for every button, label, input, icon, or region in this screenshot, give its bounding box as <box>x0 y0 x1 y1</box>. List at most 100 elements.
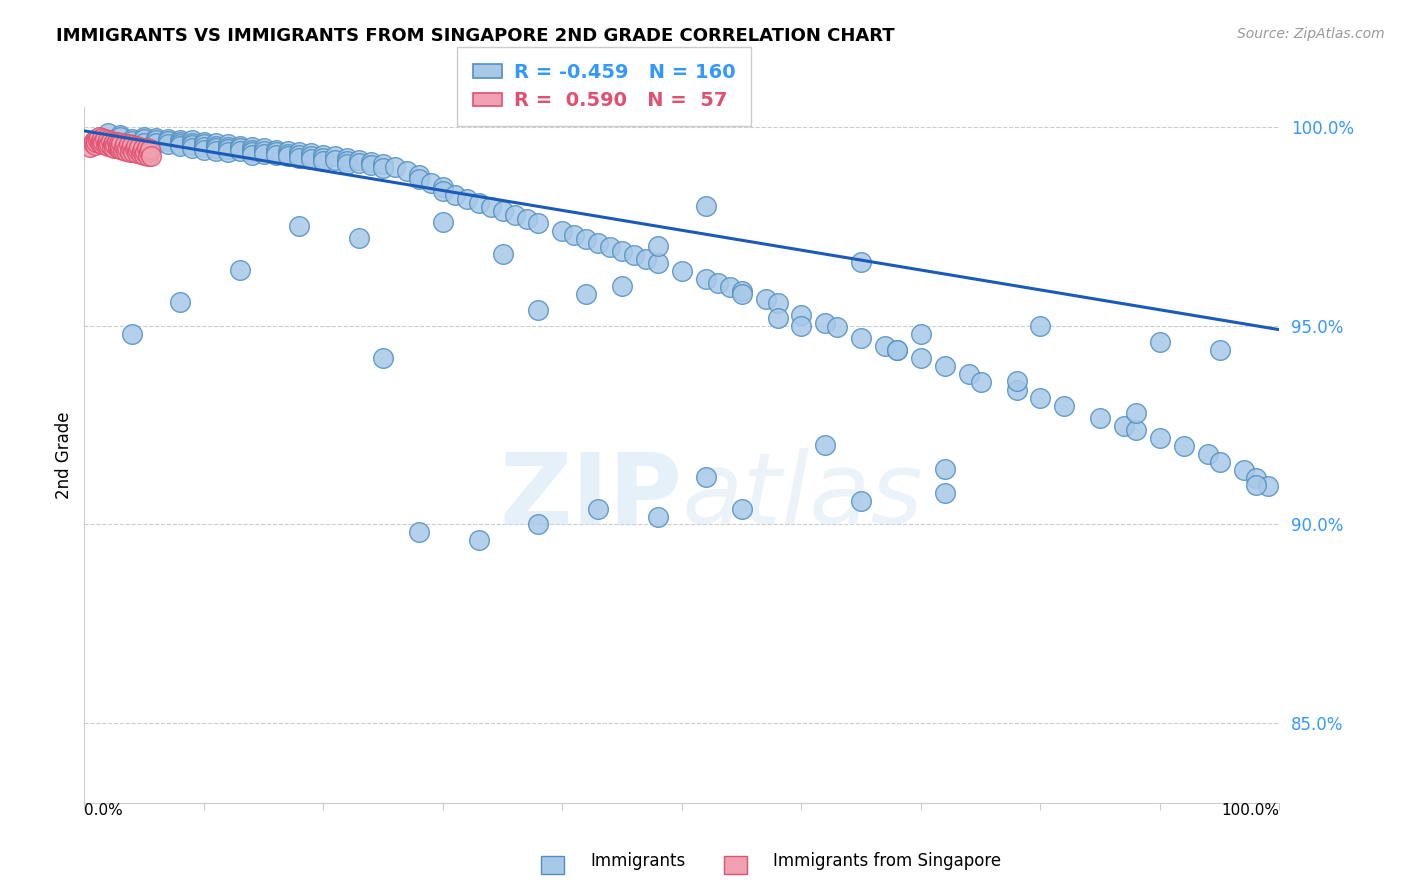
Point <box>117 137 139 152</box>
Point <box>731 501 754 516</box>
Point <box>396 164 419 178</box>
Point <box>373 157 395 171</box>
Point <box>193 140 215 154</box>
Point <box>1173 439 1195 453</box>
Point <box>636 252 658 266</box>
Point <box>132 136 156 150</box>
Point <box>83 134 105 148</box>
Point <box>86 133 108 147</box>
Point <box>240 140 263 154</box>
Point <box>132 129 156 144</box>
Point <box>612 244 634 258</box>
Point <box>527 302 550 317</box>
Point <box>288 147 311 161</box>
Point <box>492 204 515 219</box>
Point <box>1149 431 1171 445</box>
Point <box>1005 383 1028 397</box>
Point <box>479 200 502 214</box>
Point <box>97 139 120 153</box>
Text: 100.0%: 100.0% <box>1222 803 1279 818</box>
Point <box>105 135 128 149</box>
Point <box>169 136 191 151</box>
Point <box>886 343 908 357</box>
Point <box>420 177 443 191</box>
Point <box>564 228 586 243</box>
Point <box>112 140 135 154</box>
Point <box>181 136 204 150</box>
Point <box>1209 343 1232 357</box>
Point <box>128 140 150 154</box>
Point <box>814 438 837 452</box>
Point <box>264 145 287 160</box>
Point <box>93 135 115 149</box>
Point <box>181 133 204 147</box>
Point <box>205 136 228 151</box>
Point <box>408 525 430 540</box>
Point <box>336 151 359 165</box>
Point <box>360 159 382 173</box>
Point <box>349 231 371 245</box>
Point <box>623 248 645 262</box>
Point <box>100 134 122 148</box>
Point <box>527 517 550 532</box>
Point <box>527 216 550 230</box>
Point <box>240 145 263 160</box>
Point <box>1209 455 1232 469</box>
Point <box>101 137 124 152</box>
Point <box>851 255 873 269</box>
Point <box>588 501 610 516</box>
Point <box>264 143 287 157</box>
Point <box>253 141 276 155</box>
Point <box>288 219 311 234</box>
Point <box>934 485 956 500</box>
Point <box>301 152 323 166</box>
Point <box>384 161 406 175</box>
Point <box>169 139 191 153</box>
Point <box>1125 406 1147 420</box>
Point <box>970 375 993 389</box>
Point <box>86 135 108 149</box>
Point <box>671 264 693 278</box>
Point <box>97 126 120 140</box>
Point <box>169 133 191 147</box>
Point <box>647 256 669 270</box>
Point <box>312 154 335 169</box>
Point <box>612 279 634 293</box>
Point <box>1244 477 1267 491</box>
Point <box>695 470 717 484</box>
Text: Source: ZipAtlas.com: Source: ZipAtlas.com <box>1237 27 1385 41</box>
Point <box>731 286 754 301</box>
Point <box>229 263 252 277</box>
Point <box>253 146 276 161</box>
Point <box>503 208 526 222</box>
Point <box>181 140 204 154</box>
Point <box>1257 478 1279 492</box>
Point <box>103 135 125 149</box>
Point <box>1053 399 1076 413</box>
Point <box>790 308 813 322</box>
Point <box>240 148 263 162</box>
Point <box>107 138 129 153</box>
Point <box>766 310 789 325</box>
Point <box>145 133 167 147</box>
Point <box>575 232 598 246</box>
Point <box>229 139 252 153</box>
Point <box>647 239 669 253</box>
Point <box>516 212 538 227</box>
Point <box>103 141 125 155</box>
Point <box>288 151 311 165</box>
Point <box>125 146 148 161</box>
Point <box>1233 462 1256 476</box>
Point <box>707 276 730 290</box>
Point <box>755 292 778 306</box>
Point <box>814 316 837 330</box>
Point <box>157 134 180 148</box>
Point <box>110 128 132 142</box>
Point <box>121 138 143 153</box>
Point <box>169 294 191 309</box>
Point <box>117 140 139 154</box>
Point <box>169 135 191 149</box>
Point <box>193 135 215 149</box>
Point <box>766 295 789 310</box>
Point <box>1125 423 1147 437</box>
